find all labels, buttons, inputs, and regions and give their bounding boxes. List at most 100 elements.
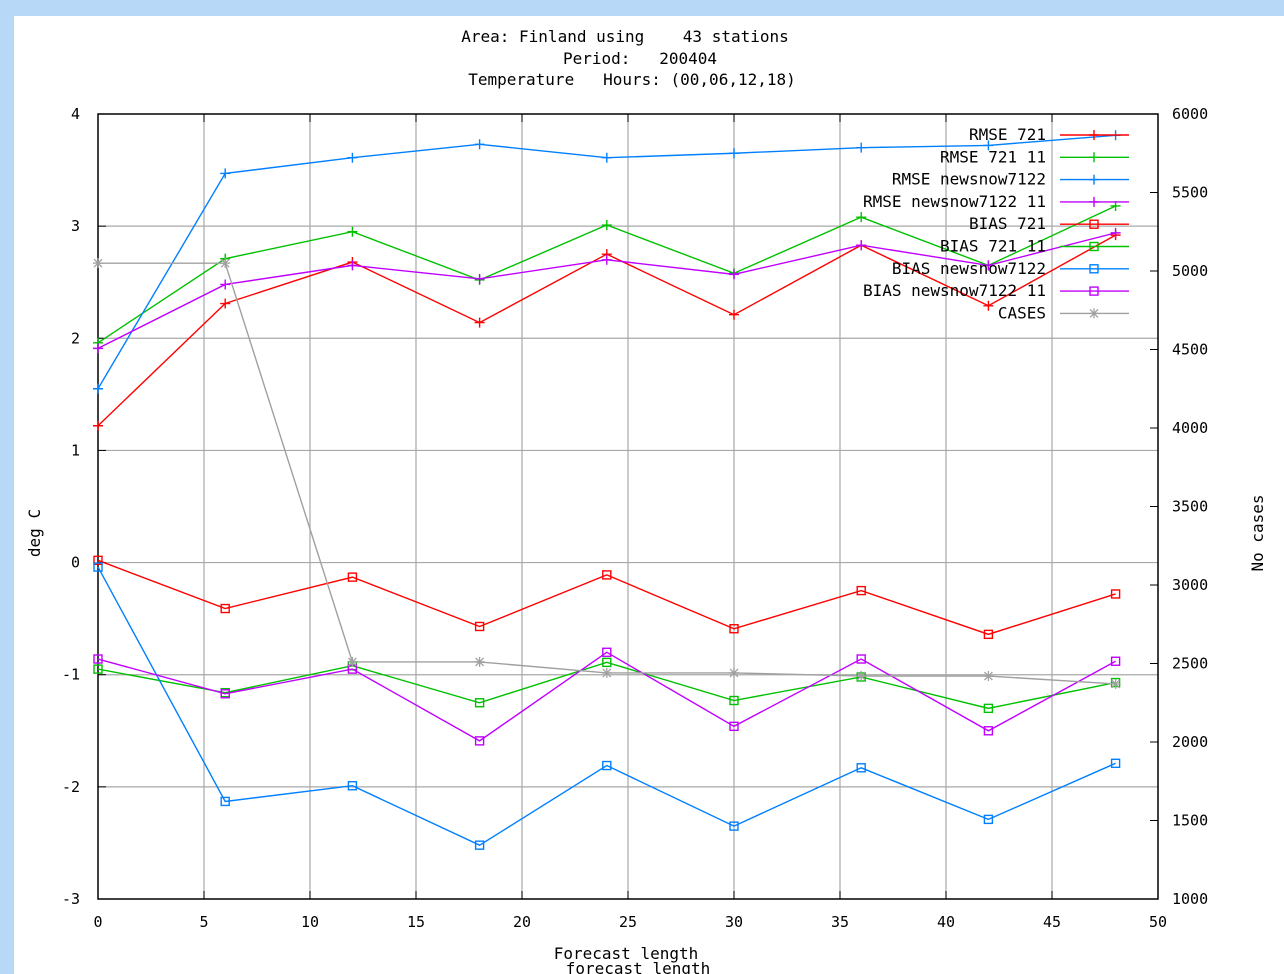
data-point (729, 269, 739, 280)
y-tick-label: -1 (62, 666, 80, 684)
data-point (474, 317, 485, 328)
data-point (856, 240, 867, 251)
data-point (220, 689, 230, 699)
chart-panel: Area: Finland using 43 stations Period: … (14, 16, 1284, 974)
legend-label: BIAS newsnow7122 11 (863, 281, 1046, 300)
data-point (93, 664, 103, 674)
data-point (729, 309, 739, 320)
legend-item: RMSE 721 (969, 125, 1129, 144)
data-point (474, 656, 485, 667)
data-point (983, 140, 994, 151)
y-tick-label: 4 (71, 105, 80, 123)
series-line (97, 661, 1116, 710)
data-point (602, 760, 612, 771)
data-point (983, 629, 994, 640)
series-bias-721-11 (93, 657, 1121, 714)
data-point (729, 695, 739, 706)
y-tick-label: 3 (71, 217, 80, 235)
legend-item: BIAS newsnow7122 11 (863, 281, 1129, 300)
x-tick-label: 20 (513, 913, 531, 931)
y2-axis-label: No cases (1248, 494, 1267, 571)
data-point (1110, 758, 1121, 769)
legend-swatch-marker (1089, 174, 1099, 185)
data-point (729, 624, 739, 634)
data-point (983, 671, 994, 682)
title-line-3: Temperature Hours: (00,06,12,18) (468, 70, 796, 89)
title-line-1: Area: Finland using 43 stations (461, 27, 789, 46)
series-line (98, 262, 1116, 685)
y2-tick-label: 6000 (1172, 105, 1208, 123)
data-point (474, 139, 485, 150)
x-axis-label-ghost: forecast length (566, 959, 711, 974)
legend-label: BIAS 721 11 (940, 237, 1046, 256)
legend-item: BIAS 721 (969, 214, 1129, 233)
data-point (474, 736, 485, 746)
data-point (347, 656, 358, 667)
y2-tick-label: 2000 (1172, 733, 1208, 751)
series-bias-721 (93, 555, 1121, 640)
data-point (601, 254, 612, 265)
y2-tick-label: 3000 (1172, 576, 1208, 594)
data-point (93, 654, 103, 664)
data-point (856, 654, 866, 664)
legend-label: RMSE newsnow7122 (892, 170, 1046, 189)
data-point (601, 667, 612, 678)
data-point (856, 585, 866, 596)
x-tick-label: 35 (831, 913, 849, 931)
x-tick-label: 5 (199, 913, 208, 931)
y2-tick-label: 1000 (1172, 890, 1208, 908)
x-tick-label: 40 (937, 913, 955, 931)
data-point (347, 781, 358, 791)
data-point (729, 821, 739, 831)
legend-label: RMSE 721 (969, 125, 1046, 144)
y-tick-label: -3 (62, 890, 80, 908)
axis-ticks (97, 113, 1159, 900)
data-point (93, 258, 103, 269)
legend-swatch-marker (1089, 196, 1099, 207)
tick-labels: 0 5 10 15 20 25 30 35 40 45 50 -3 -2 -1 0 1 2 3 4 1000 1500 2… (62, 105, 1208, 931)
series-line (97, 559, 1116, 636)
data-point (729, 148, 739, 159)
data-point (220, 603, 230, 614)
data-point (93, 383, 103, 394)
data-point (93, 555, 103, 566)
data-point (347, 572, 358, 582)
title-line-2: Period: 200404 (563, 49, 717, 68)
data-point (856, 671, 867, 682)
legend-item: RMSE newsnow7122 (892, 170, 1129, 189)
series-cases (93, 258, 1121, 689)
chart-title: Area: Finland using 43 stations Period: … (461, 27, 796, 89)
data-point (474, 840, 485, 850)
x-axis-label: Forecast length (554, 944, 699, 963)
x-tick-label: 30 (725, 913, 743, 931)
data-point (983, 300, 994, 311)
data-point (93, 343, 103, 354)
series-rmse-newsnow7122 (93, 130, 1121, 394)
x-tick-label: 45 (1043, 913, 1061, 931)
data-point (474, 698, 485, 708)
legend-item: BIAS newsnow7122 (892, 259, 1129, 278)
y2-tick-label: 1500 (1172, 812, 1208, 830)
x-tick-label: 50 (1149, 913, 1167, 931)
data-point (220, 298, 231, 309)
data-point (602, 570, 612, 580)
y-tick-label: 0 (71, 554, 80, 572)
data-point (856, 212, 867, 223)
legend-swatch-marker (1089, 308, 1099, 319)
data-point (602, 647, 612, 657)
data-point (1110, 656, 1121, 666)
data-point (474, 621, 485, 632)
y-tick-label: 1 (71, 441, 80, 459)
legend-swatch-marker (1089, 152, 1099, 163)
legend: RMSE 721 RMSE 721 11 RMSE newsnow7122 RMSE … (863, 125, 1129, 322)
series-line (97, 566, 1116, 846)
data-point (347, 226, 358, 237)
y2-tick-label: 5000 (1172, 262, 1208, 280)
legend-label: RMSE 721 11 (940, 147, 1046, 166)
data-point (601, 220, 612, 231)
legend-item: BIAS 721 11 (940, 237, 1129, 256)
data-point (856, 763, 866, 773)
series-bias-newsnow7122 (93, 562, 1121, 850)
chart: Area: Finland using 43 stations Period: … (25, 27, 1267, 974)
x-tick-label: 15 (407, 913, 425, 931)
